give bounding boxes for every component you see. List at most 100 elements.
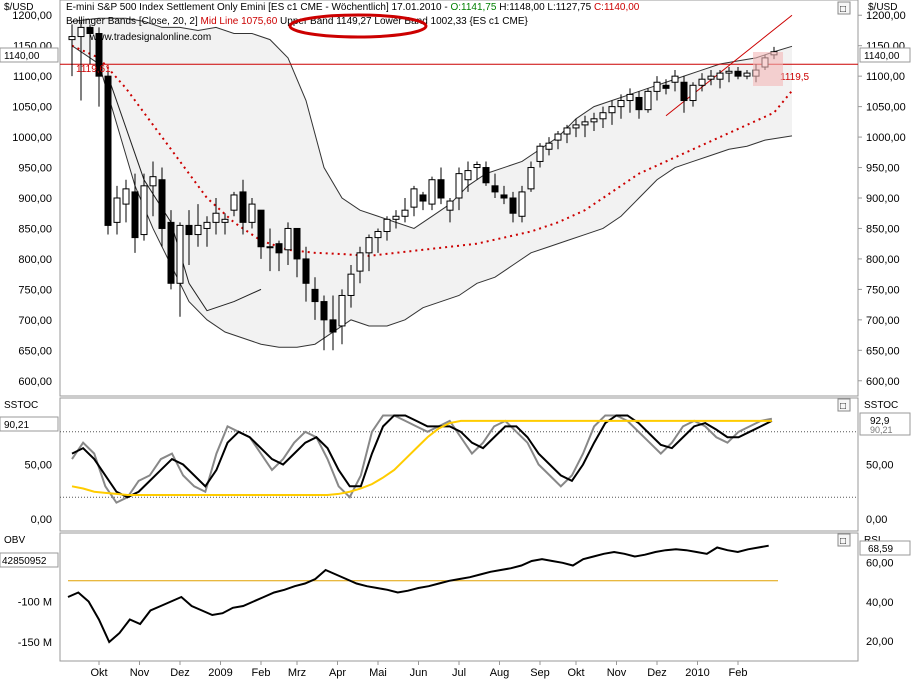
candle-body [248, 203, 256, 223]
last-price-box-left [0, 47, 59, 63]
candle-body [536, 145, 544, 162]
sstoc-tick-label-left: 50,00 [24, 460, 52, 472]
price-tick-label-left: 900,00 [18, 193, 52, 205]
candle [392, 210, 400, 229]
candle [122, 179, 130, 223]
candle [554, 130, 562, 150]
candle [734, 67, 742, 80]
candle [365, 234, 373, 272]
candle-body [581, 121, 589, 126]
candle-body [212, 212, 220, 223]
bb-mid-value: Mid Line 1075,60 [201, 16, 278, 27]
rsi-tick-label: 40,00 [866, 597, 894, 609]
candle-body [329, 319, 337, 333]
last-price-box-right [859, 47, 911, 63]
candle [419, 191, 427, 211]
candle [635, 91, 643, 119]
bb-lower-value: Lower Band 1002,33 {ES c1 CME} [374, 16, 528, 27]
x-tick-label: Nov [607, 667, 627, 679]
price-tick-label-left: 1100,00 [13, 71, 52, 83]
candle [356, 246, 364, 284]
price-unit-right: $/USD [868, 2, 897, 13]
candle [743, 70, 751, 80]
candle-body [680, 81, 688, 102]
x-tick-label: 2010 [685, 667, 709, 679]
sstoc-maximize-button[interactable] [837, 398, 851, 412]
candle-body [662, 84, 670, 89]
candle [302, 246, 310, 302]
highlight-box [753, 52, 783, 86]
candle [671, 70, 679, 92]
candle [167, 210, 175, 290]
candle-body [698, 78, 706, 86]
price-tick-label-left: 850,00 [18, 223, 52, 235]
x-tick-label: Apr [329, 667, 346, 679]
candle-body [185, 224, 193, 236]
candle [455, 167, 463, 211]
candle-body [401, 209, 409, 217]
candle [140, 173, 148, 241]
candle-body [257, 209, 265, 248]
candle [572, 118, 580, 138]
sstoc-title-left: SSTOC [4, 400, 38, 411]
bb-legend: Bollinger Bands [Close, 20, 2] Mid Line … [66, 16, 528, 27]
sstoc-fast-line [71, 414, 773, 504]
rsi-tick-label: 20,00 [866, 636, 894, 648]
candle-body [572, 124, 580, 129]
obv-tick-label: -100 M [18, 597, 52, 609]
candle-body [626, 93, 634, 102]
candle [626, 88, 634, 113]
candle [428, 176, 436, 211]
candle-body [311, 288, 319, 303]
sstoc-gold-line [71, 419, 772, 497]
obv-tick-label: -150 M [18, 637, 52, 649]
sstoc-value-right-hidden: 90,21 [870, 425, 893, 435]
candle-body [563, 127, 571, 135]
candle [689, 82, 697, 107]
candle-body [239, 191, 247, 223]
candle [608, 100, 616, 125]
sstoc-value-box-left [0, 416, 59, 432]
candle [617, 94, 625, 119]
candle-body [518, 191, 526, 217]
candle-body [410, 188, 418, 208]
price-tick-label-left: 700,00 [18, 315, 52, 327]
candle-body [131, 191, 139, 239]
candle [716, 70, 724, 89]
candle [104, 70, 112, 235]
maximize-button[interactable] [837, 1, 851, 15]
sstoc-value-right: 92,9 [870, 416, 890, 427]
candle [644, 88, 652, 113]
candle-body [221, 218, 229, 223]
candle [257, 209, 265, 259]
price-tick-label-right: 1000,00 [866, 132, 906, 144]
candle [311, 277, 319, 320]
candle [464, 161, 472, 192]
candle [590, 112, 598, 131]
candle-body [86, 26, 94, 35]
lower-maximize-button[interactable] [837, 533, 851, 547]
candle [581, 115, 589, 138]
candle-body [743, 72, 751, 77]
x-tick-label: Okt [567, 667, 584, 679]
candle-body [230, 194, 238, 211]
candle-body [653, 81, 661, 92]
candle-body [473, 163, 481, 169]
obv-value-box [0, 552, 59, 568]
candle-body [419, 194, 427, 202]
candle-body [140, 185, 148, 236]
candle [500, 185, 508, 205]
candle-body [113, 197, 121, 223]
candle-body [455, 173, 463, 199]
candle-body [500, 194, 508, 199]
candle [131, 173, 139, 253]
sstoc-maximize-icon: □ [840, 401, 846, 412]
candle [401, 198, 409, 223]
low-value: L:1127,75 [547, 2, 591, 13]
candle [230, 191, 238, 217]
last-price-left: 1140,00 [4, 51, 40, 62]
candle [284, 222, 292, 266]
candle-body [464, 170, 472, 181]
sstoc-title-right: SSTOC [864, 400, 898, 411]
